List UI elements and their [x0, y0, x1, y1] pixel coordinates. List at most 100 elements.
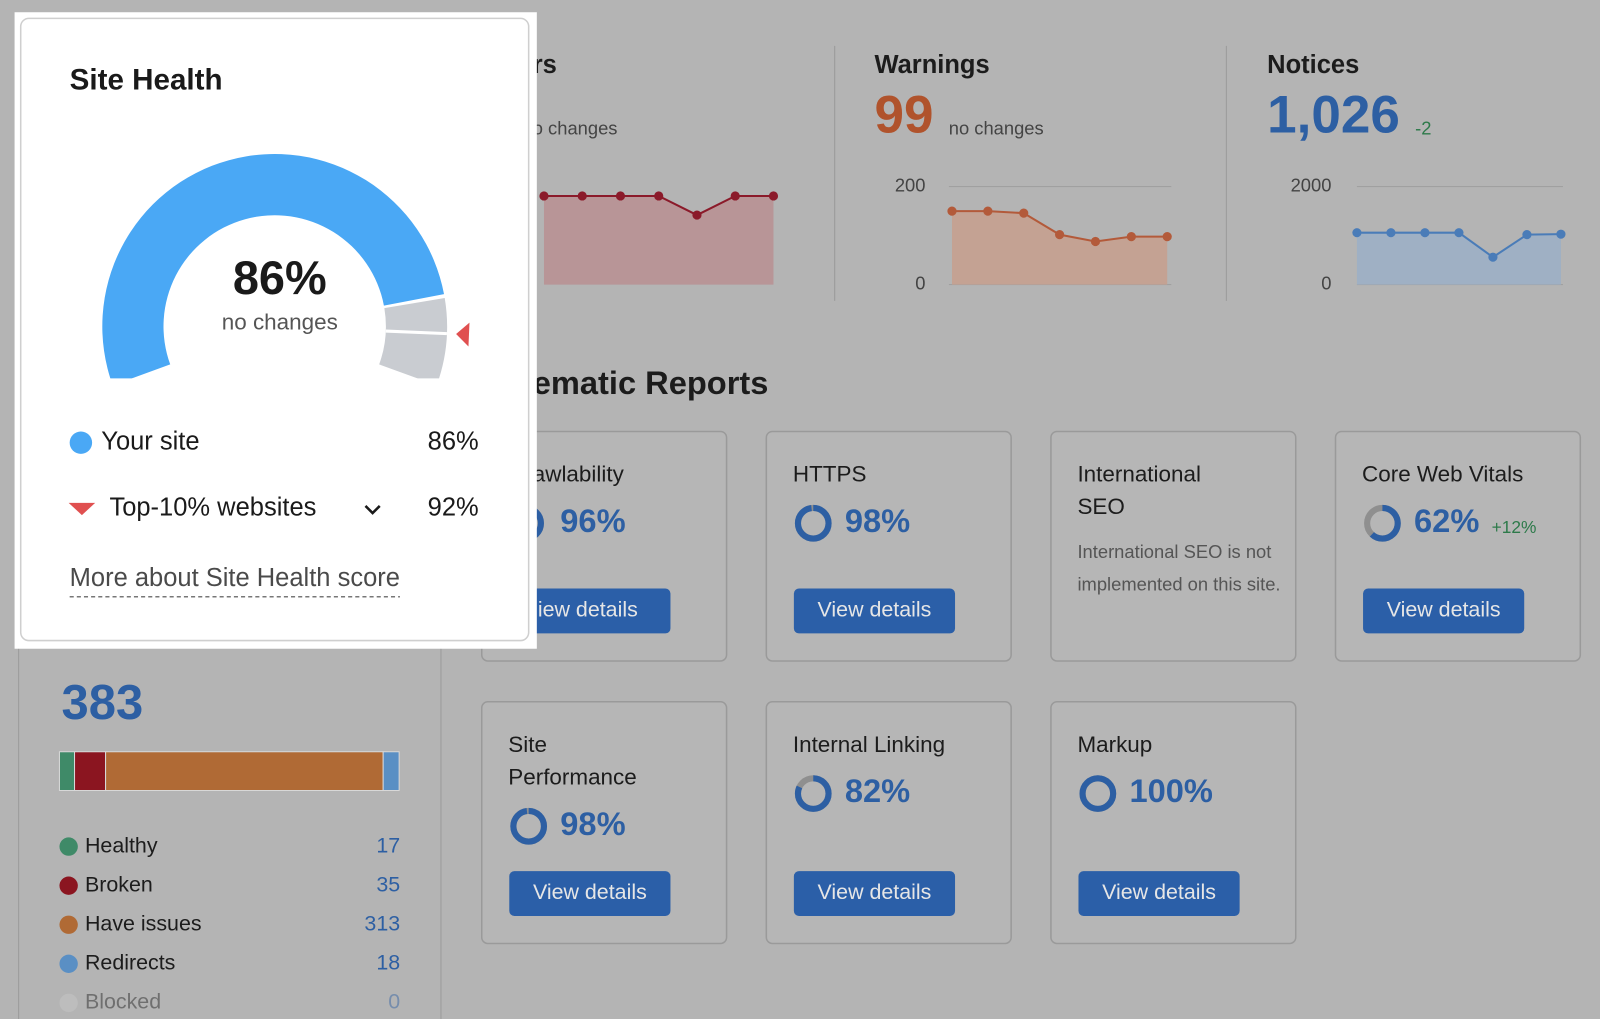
button-bg — [1078, 871, 1240, 916]
sparkline-point — [692, 210, 702, 220]
sparkline-area — [951, 211, 1168, 285]
card-name: Markup — [1077, 731, 1153, 757]
legend-dot — [59, 954, 78, 973]
score-ring — [1079, 775, 1117, 812]
legend-row: Blocked 0 — [59, 990, 400, 1014]
sparkline-point — [730, 191, 740, 201]
section-title: ematic Reports — [533, 364, 769, 401]
legend-value: 0 — [388, 990, 400, 1014]
button-label[interactable]: View details — [818, 880, 932, 904]
gauge-rest — [379, 298, 448, 379]
button-bg — [509, 588, 671, 634]
card-name: HTTPS — [792, 461, 867, 487]
gauge-score: 86% — [233, 252, 327, 304]
legend-name[interactable]: Top-10% websites — [109, 494, 316, 522]
more-link[interactable]: More about Site Health score — [70, 564, 400, 592]
sparkline-point — [654, 191, 664, 201]
sparkline-point — [1522, 230, 1532, 240]
legend-row: Healthy 17 — [59, 833, 400, 857]
card-name-box: Core Web Vitals — [1362, 461, 1523, 487]
button-label[interactable]: View details — [533, 880, 647, 904]
stacked-segment — [58, 751, 76, 792]
y-tick-label: 200 — [895, 175, 926, 196]
legend-value: 313 — [364, 911, 400, 935]
card-score: 62% — [1414, 502, 1479, 539]
score-ring — [794, 504, 832, 542]
legend-value: 35 — [376, 872, 400, 896]
gauge — [102, 154, 448, 379]
card-score: 82% — [845, 772, 910, 809]
card-note: International SEO is not implemented on … — [1077, 541, 1281, 595]
legend-value: 17 — [376, 833, 400, 857]
chevron[interactable] — [364, 505, 381, 515]
sparkline-point — [1488, 252, 1498, 262]
legend-dot — [59, 915, 78, 934]
legend-name: Redirects — [85, 950, 175, 974]
sparkline-area — [543, 195, 774, 285]
issue-title: Warnings — [874, 51, 989, 79]
card-name: Site Performance — [508, 731, 637, 790]
sparkline-point — [539, 191, 549, 201]
y-tick-label: 0 — [915, 272, 925, 293]
button-label[interactable]: iew details — [538, 598, 638, 622]
y-tick-label: 0 — [1321, 272, 1331, 293]
card-name: awlability — [532, 461, 624, 487]
y-tick-label: 2000 — [1291, 175, 1332, 196]
sparkline-point — [1386, 228, 1396, 238]
button-bg — [793, 588, 956, 634]
sparkline-area — [1356, 232, 1561, 285]
legend-row: Redirects 18 — [59, 950, 400, 974]
issue-title: Notices — [1267, 51, 1359, 79]
view-details-button[interactable]: View details — [1363, 588, 1525, 634]
legend-name: Broken — [85, 872, 153, 896]
popup-title: Site Health — [70, 63, 223, 96]
sparkline-point — [1420, 228, 1430, 238]
card-score: 98% — [845, 502, 910, 539]
gauge-value — [102, 154, 445, 379]
legend-marker — [68, 502, 96, 516]
view-details-button[interactable]: View details — [1078, 871, 1240, 916]
card-name-box: Markup — [1077, 731, 1153, 757]
button-label[interactable]: View details — [1387, 598, 1501, 622]
score-ring — [510, 807, 548, 845]
legend-value: 18 — [376, 950, 400, 974]
sparkline-point — [1126, 232, 1136, 242]
sparkline-point — [577, 191, 587, 201]
button-label[interactable]: View details — [1102, 880, 1216, 904]
legend-name: Your site — [101, 427, 199, 455]
sparkline-point — [1162, 232, 1172, 242]
issue-status: o changes — [533, 117, 618, 138]
sparkline-point — [1019, 208, 1029, 218]
view-details-button[interactable]: iew details — [509, 588, 671, 634]
card-score: 96% — [560, 502, 625, 539]
card-name: Internal Linking — [792, 731, 946, 757]
stacked-segment — [74, 751, 107, 792]
legend-row: Broken 35 — [59, 872, 400, 896]
button-bg — [509, 871, 671, 916]
sparkline-point — [1454, 228, 1464, 238]
sparkline-point — [1352, 228, 1362, 238]
sparkline-point — [1090, 236, 1101, 247]
sparkline-point — [615, 191, 626, 201]
card-note-box: International SEO is not implemented on … — [1077, 541, 1281, 595]
score-ring — [1364, 504, 1401, 542]
button-bg — [1363, 588, 1525, 634]
button-label[interactable]: View details — [818, 598, 932, 622]
benchmark-dropdown[interactable]: Top-10% websites — [109, 494, 381, 522]
sparkline-point — [768, 191, 779, 201]
issue-count: 99 — [874, 85, 933, 144]
issue-count: 1,026 — [1267, 85, 1400, 144]
card-name-box: Site Performance — [508, 731, 637, 790]
legend-name: Have issues — [85, 911, 202, 935]
legend-dot — [59, 876, 78, 895]
legend-dot — [59, 837, 78, 856]
legend-row: Have issues 313 — [59, 911, 400, 935]
view-details-button[interactable]: View details — [509, 871, 671, 916]
stacked-segment — [105, 751, 384, 792]
card-change: +12% — [1492, 517, 1537, 537]
card-name: International SEO — [1077, 461, 1201, 520]
view-details-button[interactable]: View details — [793, 588, 956, 634]
view-details-button[interactable]: View details — [793, 871, 956, 916]
